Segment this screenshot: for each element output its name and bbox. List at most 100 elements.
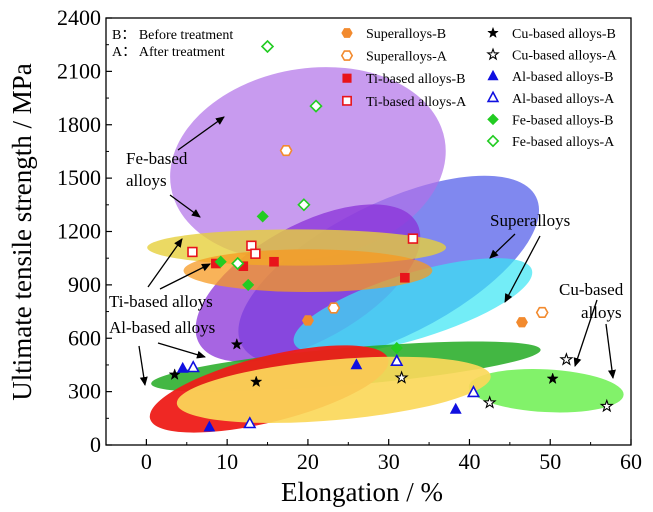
treatment-note: B： Before treatment [112, 28, 233, 43]
legend-marker-fe-based-alloys-b [487, 113, 499, 126]
region-ti-based-alloys [183, 249, 433, 292]
y-tick-label: 2100 [57, 58, 101, 83]
legend-item-cu-based-alloys-b: Cu-based alloys-B [487, 26, 616, 42]
x-tick-label: 30 [378, 449, 400, 474]
point-superalloys-a [327, 302, 341, 314]
legend-label: Ti-based alloys-A [366, 95, 467, 110]
legend-marker-al-based-alloys-b [487, 69, 499, 81]
legend-label: Cu-based alloys-B [512, 27, 616, 42]
treatment-note: A： After treatment [112, 45, 225, 60]
annotation-arrow [147, 238, 183, 288]
y-tick-label: 2400 [57, 5, 101, 30]
point-fe-based-alloys-a [260, 39, 275, 54]
annotation-cu-based-alloys: alloys [581, 303, 622, 322]
legend-marker-superalloys-b [341, 28, 353, 38]
legend-item-al-based-alloys-a: Al-based alloys-A [486, 90, 615, 107]
legend-marker-superalloys-a [340, 50, 354, 61]
x-tick-label: 40 [458, 449, 480, 474]
point-al-based-alloys-a [390, 353, 404, 367]
y-tick-label: 0 [90, 432, 101, 457]
region-al-based-alloys [176, 356, 491, 423]
legend-marker-ti-based-alloys-a [342, 95, 352, 106]
y-tick-label: 1200 [57, 219, 101, 244]
point-ti-based-alloys-a [187, 246, 198, 258]
point-cu-based-alloys-a [559, 352, 574, 366]
annotation-al-based-alloys: Al-based alloys [109, 318, 215, 337]
region-cu-based-alloys [468, 369, 624, 413]
point-al-based-alloys-b [176, 361, 189, 373]
point-al-based-alloys-a [243, 416, 257, 429]
x-tick-label: 60 [620, 449, 642, 474]
annotation-cu-based-alloys: Cu-based [559, 280, 624, 299]
legend-item-superalloys-b: Superalloys-B [341, 27, 446, 42]
region-annotations: Fe-based alloys Superalloys Cu-based alloys T… [109, 116, 624, 386]
legend-label: Superalloys-B [366, 27, 446, 42]
point-superalloys-a [279, 145, 293, 157]
point-al-based-alloys-b [449, 402, 462, 414]
point-ti-based-alloys-b [400, 272, 410, 283]
legend-item-superalloys-a: Superalloys-A [340, 50, 448, 65]
point-cu-based-alloys-b [168, 368, 181, 381]
legend-label: Superalloys-A [366, 50, 448, 65]
legend-label: Fe-based alloys-A [512, 135, 615, 150]
point-ti-based-alloys-b [269, 256, 279, 267]
x-tick-label: 0 [141, 449, 152, 474]
legend-item-ti-based-alloys-b: Ti-based alloys-B [342, 72, 465, 87]
legend-marker-fe-based-alloys-a [486, 134, 500, 148]
point-ti-based-alloys-a [407, 233, 419, 244]
point-superalloys-b [301, 315, 314, 326]
point-fe-based-alloys-a [309, 99, 323, 113]
x-axis-title: Elongation / % [281, 477, 443, 507]
point-superalloys-a [535, 306, 549, 319]
legend-item-al-based-alloys-b: Al-based alloys-B [487, 69, 613, 85]
legend-label: Al-based alloys-B [512, 70, 613, 85]
point-cu-based-alloys-a [482, 395, 497, 409]
point-cu-based-alloys-b [249, 375, 263, 388]
legend-label: Al-based alloys-A [512, 92, 615, 107]
legend-item-fe-based-alloys-b: Fe-based alloys-B [487, 113, 613, 128]
annotation-fe-based-alloys: Fe-based [126, 149, 188, 168]
annotation-arrow [138, 345, 148, 386]
annotation-arrow [605, 323, 616, 379]
point-fe-based-alloys-b [242, 278, 255, 291]
y-tick-label: 900 [68, 272, 101, 297]
point-cu-based-alloys-a [599, 398, 614, 413]
legend-label: Cu-based alloys-A [512, 49, 617, 64]
y-tick-label: 1500 [57, 165, 101, 190]
point-al-based-alloys-b [203, 420, 216, 432]
point-fe-based-alloys-a [231, 256, 245, 271]
y-tick-label: 300 [68, 379, 101, 404]
point-al-based-alloys-a [466, 385, 481, 398]
point-superalloys-b [516, 317, 528, 328]
point-cu-based-alloys-b [230, 337, 244, 350]
point-cu-based-alloys-a [394, 370, 409, 384]
alloy-regions [147, 67, 624, 433]
x-tick-label: 20 [297, 449, 319, 474]
legend-marker-cu-based-alloys-a [486, 47, 500, 61]
x-tick-label: 10 [216, 449, 238, 474]
y-tick-label: 600 [68, 325, 101, 350]
point-fe-based-alloys-b [390, 341, 403, 355]
point-al-based-alloys-a [186, 360, 200, 373]
annotation-arrow [504, 235, 541, 303]
treatment-notes: B： Before treatment A： After treatment [112, 28, 233, 60]
annotation-arrow [159, 263, 211, 290]
legend-marker-al-based-alloys-a [486, 90, 500, 103]
annotation-ti-based-alloys: Ti-based alloys [109, 292, 213, 311]
legend-item-cu-based-alloys-a: Cu-based alloys-A [486, 47, 617, 64]
annotation-superalloys: Superalloys [490, 211, 570, 230]
legend-item-ti-based-alloys-a: Ti-based alloys-A [342, 95, 467, 110]
legend-label: Ti-based alloys-B [366, 72, 465, 87]
data-points [168, 39, 614, 432]
point-ti-based-alloys-a [250, 248, 261, 259]
point-cu-based-alloys-b [546, 372, 559, 385]
point-fe-based-alloys-b [214, 255, 227, 268]
annotation-fe-based-alloys: alloys [126, 171, 167, 190]
point-al-based-alloys-b [350, 358, 363, 370]
legend: Superalloys-B Superalloys-A Ti-based alloy… [340, 26, 617, 150]
y-axis-title: Ultimate tensile strength / MPa [7, 63, 37, 400]
point-fe-based-alloys-a [297, 198, 311, 212]
annotation-arrow [573, 299, 598, 367]
annotation-arrow [169, 194, 201, 218]
